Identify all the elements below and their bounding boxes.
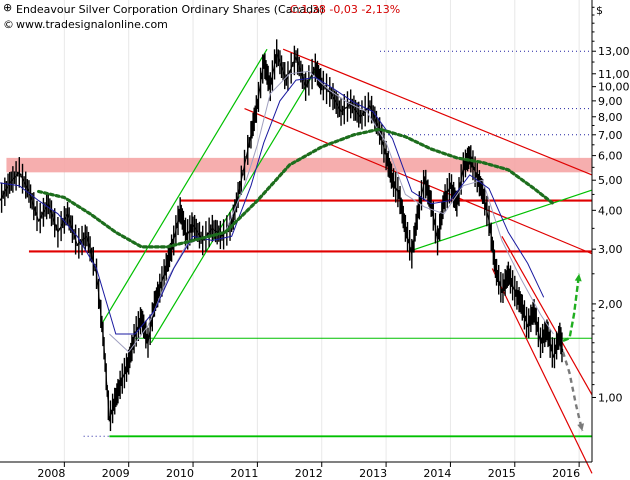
y-tick-label: 9,00 [598, 95, 623, 108]
down-projection-path [561, 351, 584, 432]
x-tick-label: 2009 [102, 467, 130, 480]
chart-title: Endeavour Silver Corporation Ordinary Sh… [16, 3, 324, 16]
trend-channel-line [501, 236, 593, 396]
y-tick-label: 13,00 [598, 45, 630, 58]
x-tick-label: 2012 [295, 467, 323, 480]
price-quote: C:1,38 -0,03 -2,13% [290, 3, 400, 16]
x-tick-label: 2014 [423, 467, 451, 480]
y-tick-label: 6,00 [598, 150, 623, 163]
series-layer [0, 39, 585, 432]
y-tick-label: 8,00 [598, 111, 623, 124]
x-tick-label: 2013 [359, 467, 387, 480]
x-tick-label: 2008 [37, 467, 65, 480]
x-tick-label: 2011 [230, 467, 258, 480]
down-projection-arrowhead-icon [577, 423, 585, 432]
up-projection-path [562, 273, 581, 343]
fast-moving-average-line [109, 70, 554, 353]
up-projection-arrowhead-icon [574, 273, 582, 282]
chart-header: ⊕ Endeavour Silver Corporation Ordinary … [3, 1, 400, 31]
trend-channel-line [282, 48, 593, 176]
y-tick-label: 5,00 [598, 174, 623, 187]
slow-moving-average-line [0, 76, 545, 335]
trend-channel-line [244, 108, 593, 255]
long-term-average-line [37, 127, 555, 249]
y-tick-label: 1,00 [598, 391, 623, 404]
y-tick-label: 7,00 [598, 129, 623, 142]
x-tick-label: 2016 [552, 467, 580, 480]
y-tick-label: 10,00 [598, 81, 630, 94]
y-tick-label: 11,00 [598, 68, 630, 81]
y-tick-label: 3,00 [598, 243, 623, 256]
trend-channel-line [491, 268, 593, 474]
price-series-line [0, 51, 564, 420]
currency-label: $ [596, 4, 603, 17]
trend-lines-layer [28, 48, 593, 474]
trend-channel-line [408, 189, 593, 253]
trend-channel-line [102, 48, 268, 323]
header-marker-icon: ⊕ [3, 1, 12, 14]
x-tick-label: 2015 [488, 467, 516, 480]
copyright-icon: © [3, 18, 14, 31]
y-tick-label: 2,00 [598, 298, 623, 311]
y-tick-label: 4,00 [598, 204, 623, 217]
resistance-zone [6, 157, 593, 173]
resistance-zone-layer [6, 157, 593, 173]
website-label: www.tradesignalonline.com [16, 18, 168, 31]
x-tick-label: 2010 [166, 467, 194, 480]
